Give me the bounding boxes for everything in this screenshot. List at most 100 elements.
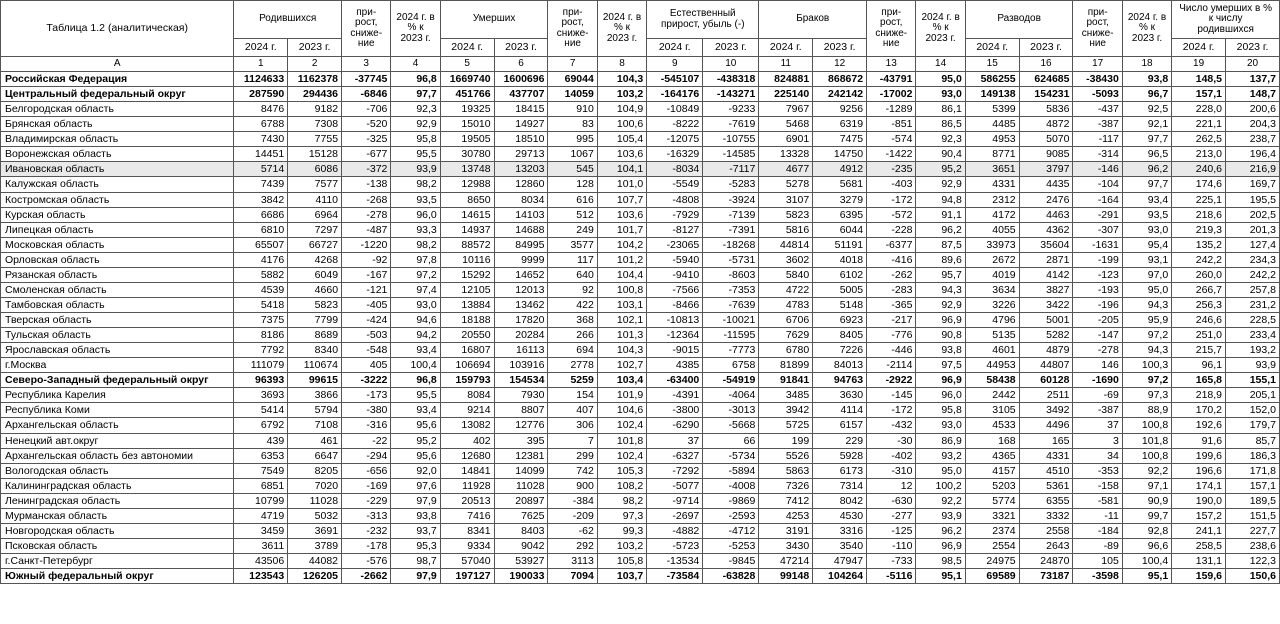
value-cell: 3492 [1019, 403, 1073, 418]
value-cell: 84013 [813, 358, 867, 373]
value-cell: 9182 [288, 102, 342, 117]
value-cell: 97,7 [391, 87, 440, 102]
value-cell: 4435 [1019, 177, 1073, 192]
value-cell: 95,5 [391, 388, 440, 403]
value-cell: 195,5 [1226, 192, 1280, 207]
value-cell: 1124633 [234, 72, 288, 87]
region-name: Липецкая область [1, 222, 234, 237]
value-cell: 97,8 [391, 252, 440, 267]
value-cell: 93,1 [1122, 252, 1171, 267]
value-cell: 6157 [813, 418, 867, 433]
table-row: Московская область6550766727-122098,2885… [1, 237, 1280, 252]
value-cell: 204,3 [1226, 117, 1280, 132]
value-cell: 108,2 [597, 478, 646, 493]
value-cell: 90,8 [916, 328, 965, 343]
value-cell: 86,9 [916, 433, 965, 448]
value-cell: 102,7 [597, 358, 646, 373]
value-cell: 18188 [440, 313, 494, 328]
table-row: Центральный федеральный округ28759029443… [1, 87, 1280, 102]
value-cell: 24975 [965, 554, 1019, 569]
value-cell: -630 [867, 493, 916, 508]
value-cell: 422 [548, 297, 597, 312]
value-cell: 122,3 [1226, 554, 1280, 569]
value-cell: 103,1 [597, 297, 646, 312]
value-cell: -5940 [647, 252, 703, 267]
value-cell: 44082 [288, 554, 342, 569]
value-cell: 104,3 [597, 72, 646, 87]
value-cell: 99,3 [597, 523, 646, 538]
value-cell: 81899 [759, 358, 813, 373]
value-cell: 101,2 [597, 252, 646, 267]
table-row: Ненецкий авт.округ439461-2295,2402395710… [1, 433, 1280, 448]
value-cell: 83 [548, 117, 597, 132]
value-cell: 13748 [440, 162, 494, 177]
value-cell: 200,6 [1226, 102, 1280, 117]
value-cell: 5259 [548, 373, 597, 388]
value-cell: 4677 [759, 162, 813, 177]
value-cell: 190033 [494, 569, 548, 584]
value-cell: 16113 [494, 343, 548, 358]
value-cell: 13884 [440, 297, 494, 312]
value-cell: 66727 [288, 237, 342, 252]
value-cell: -438318 [703, 72, 759, 87]
value-cell: 12013 [494, 282, 548, 297]
header-group: 2024 г. в % к 2023 г. [391, 1, 440, 57]
region-name: Новгородская область [1, 523, 234, 538]
value-cell: -228 [867, 222, 916, 237]
value-cell: 995 [548, 132, 597, 147]
header-group: Разводов [965, 1, 1073, 39]
value-cell: 5005 [813, 282, 867, 297]
value-cell: 92,8 [1122, 523, 1171, 538]
value-cell: 93,4 [1122, 192, 1171, 207]
value-cell: -294 [342, 448, 391, 463]
value-cell: 91,1 [916, 207, 965, 222]
region-name: Архангельская область [1, 418, 234, 433]
value-cell: 103916 [494, 358, 548, 373]
value-cell: 242142 [813, 87, 867, 102]
value-cell: 4539 [234, 282, 288, 297]
value-cell: -7353 [703, 282, 759, 297]
value-cell: -6290 [647, 418, 703, 433]
value-cell: 3651 [965, 162, 1019, 177]
value-cell: 93,7 [391, 523, 440, 538]
value-cell: 95,5 [391, 147, 440, 162]
value-cell: 6851 [234, 478, 288, 493]
value-cell: 6901 [759, 132, 813, 147]
value-cell: 624685 [1019, 72, 1073, 87]
value-cell: 8771 [965, 147, 1019, 162]
value-cell: 93,8 [916, 343, 965, 358]
value-cell: -9233 [703, 102, 759, 117]
value-cell: 103,2 [597, 87, 646, 102]
value-cell: 15010 [440, 117, 494, 132]
value-cell: 24870 [1019, 554, 1073, 569]
value-cell: 9334 [440, 538, 494, 553]
value-cell: 101,3 [597, 328, 646, 343]
value-cell: 100,4 [391, 358, 440, 373]
region-name: Тверская область [1, 313, 234, 328]
value-cell: 4268 [288, 252, 342, 267]
value-cell: 100,2 [916, 478, 965, 493]
value-cell: -12075 [647, 132, 703, 147]
value-cell: 165,8 [1172, 373, 1226, 388]
value-cell: 14750 [813, 147, 867, 162]
value-cell: -158 [1073, 478, 1122, 493]
value-cell: 95,1 [916, 569, 965, 584]
value-cell: 98,7 [391, 554, 440, 569]
col-number: 9 [647, 57, 703, 72]
value-cell: 33973 [965, 237, 1019, 252]
value-cell: 123543 [234, 569, 288, 584]
value-cell: -8127 [647, 222, 703, 237]
value-cell: -4391 [647, 388, 703, 403]
value-cell: 7799 [288, 313, 342, 328]
value-cell: -10813 [647, 313, 703, 328]
value-cell: 99615 [288, 373, 342, 388]
table-row: Владимирская область74307755-32595,81950… [1, 132, 1280, 147]
value-cell: 6758 [703, 358, 759, 373]
value-cell: 2312 [965, 192, 1019, 207]
value-cell: 7625 [494, 508, 548, 523]
value-cell: 8084 [440, 388, 494, 403]
table-row: Южный федеральный округ123543126205-2662… [1, 569, 1280, 584]
value-cell: 196,4 [1226, 147, 1280, 162]
value-cell: 186,3 [1226, 448, 1280, 463]
value-cell: 5816 [759, 222, 813, 237]
